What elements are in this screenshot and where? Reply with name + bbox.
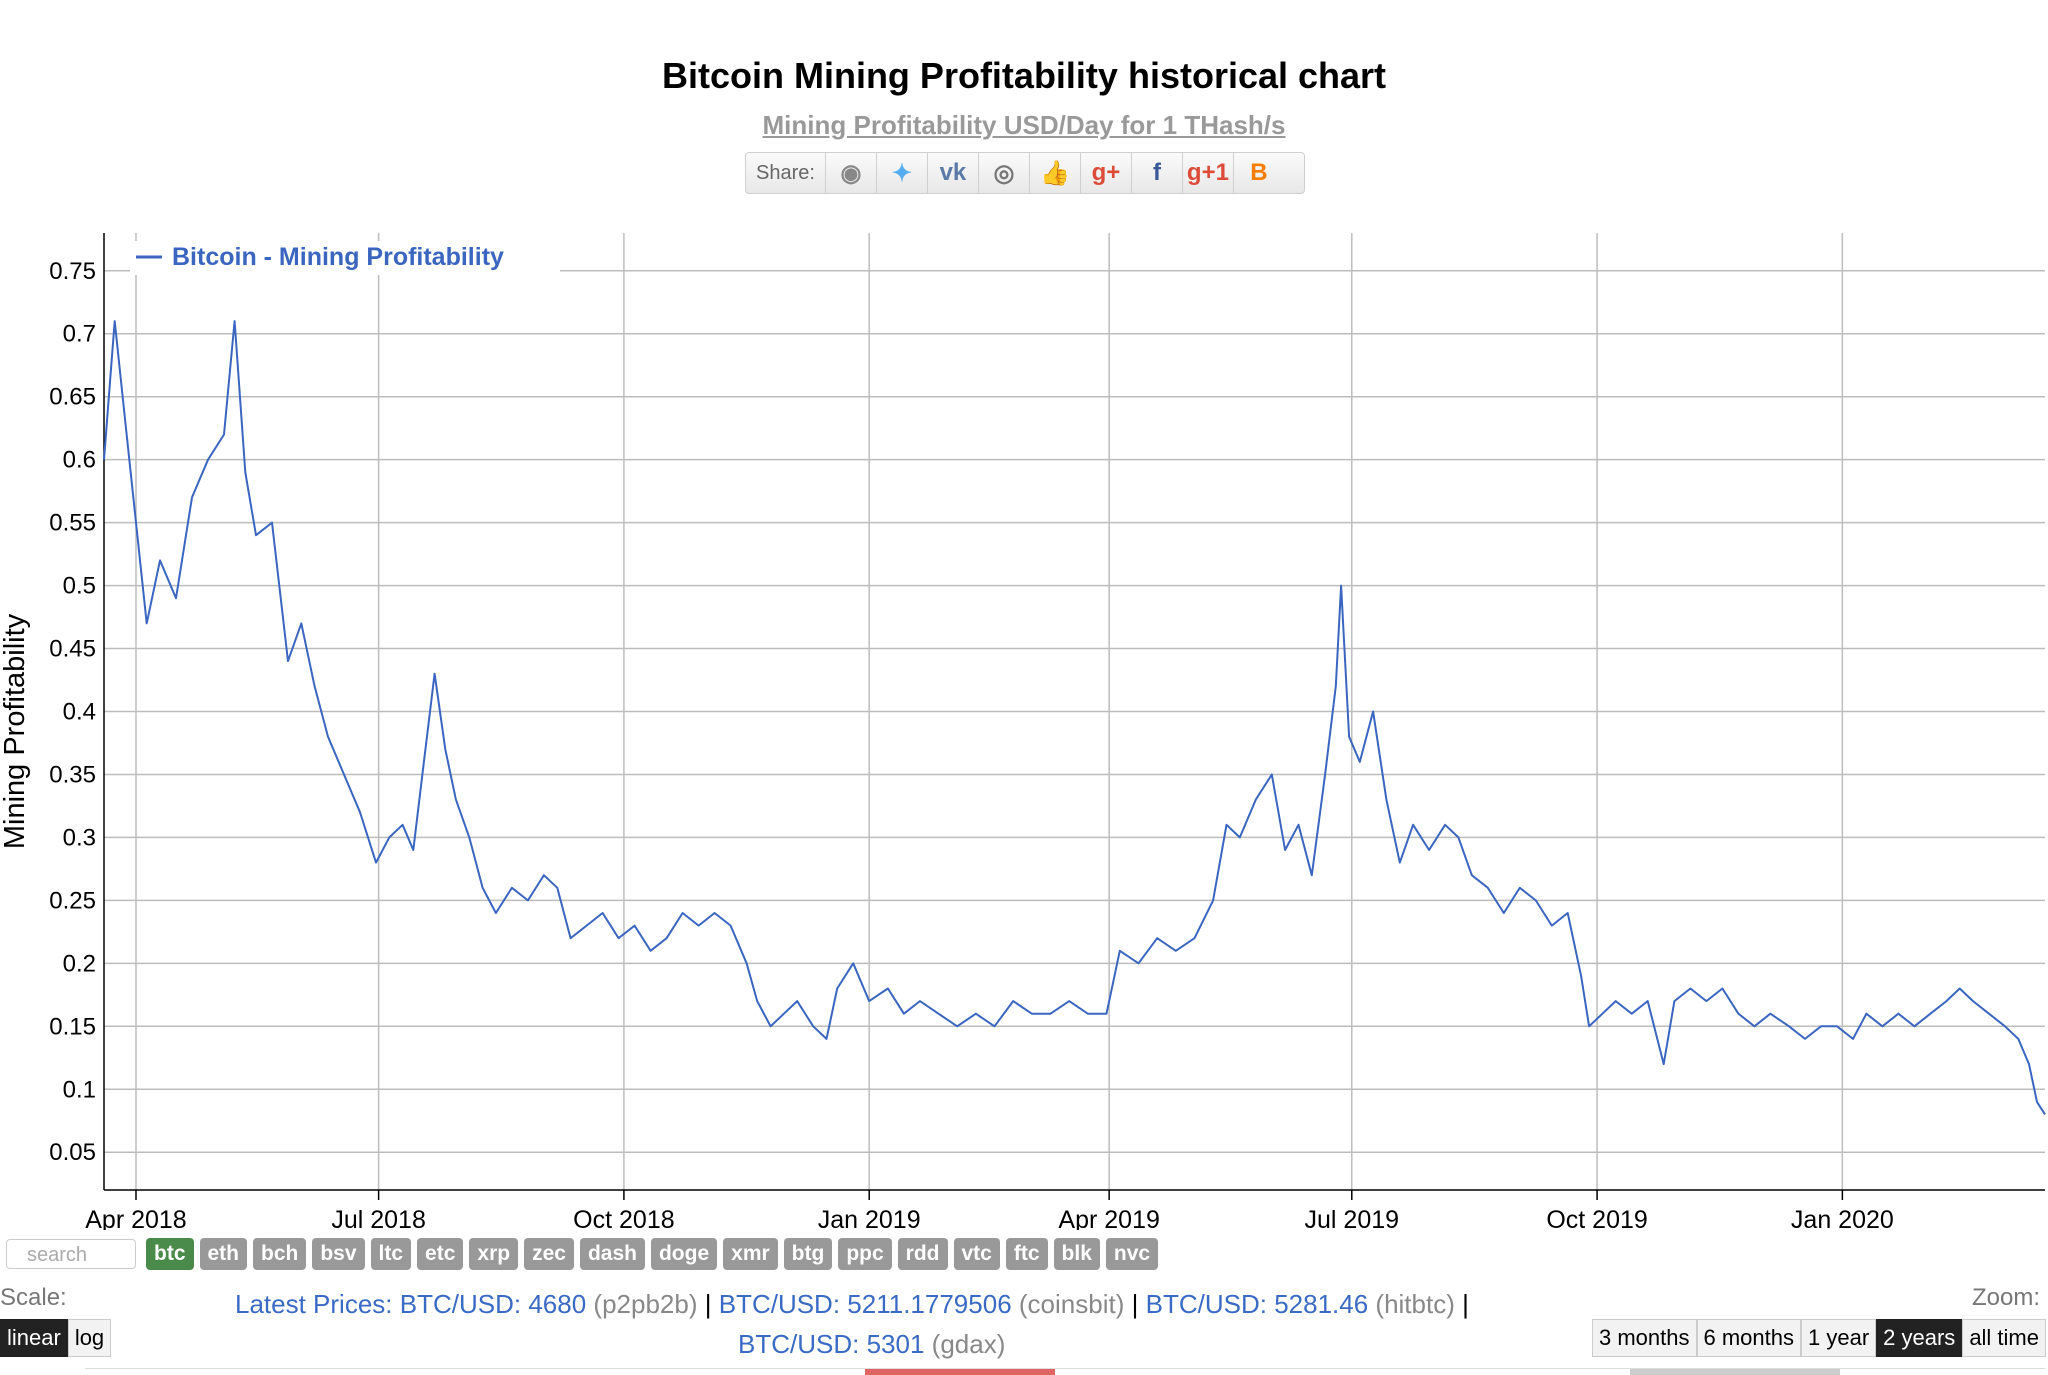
x-tick-label: Apr 2019	[1058, 1206, 1159, 1230]
google-plus-icon[interactable]: g+	[1081, 153, 1132, 193]
y-tick-label: 0.25	[49, 887, 96, 914]
coin-button-etc[interactable]: etc	[417, 1238, 464, 1270]
coin-button-rdd[interactable]: rdd	[897, 1238, 948, 1270]
x-tick-label: Jul 2018	[331, 1206, 426, 1230]
coin-button-xmr[interactable]: xmr	[723, 1238, 778, 1270]
y-tick-label: 0.05	[49, 1139, 96, 1166]
coin-button-xrp[interactable]: xrp	[469, 1238, 519, 1270]
scale-buttons: linear log	[0, 1319, 112, 1357]
x-tick-label: Jan 2019	[818, 1206, 921, 1230]
navigator-handle[interactable]	[1630, 1369, 1840, 1375]
google-plus-one-icon[interactable]: g+1	[1183, 153, 1234, 193]
zoom-button-2-years[interactable]: 2 years	[1876, 1319, 1963, 1357]
price-source-3: (hitbtc)	[1375, 1289, 1455, 1319]
x-tick-label: Jan 2020	[1791, 1206, 1894, 1230]
price-pair-3[interactable]: BTC/USD:	[1145, 1289, 1267, 1319]
coin-button-doge[interactable]: doge	[650, 1238, 718, 1270]
x-tick-label: Apr 2018	[85, 1206, 186, 1230]
y-tick-label: 0.6	[63, 447, 96, 474]
reddit-icon[interactable]: ◉	[826, 153, 877, 193]
search-input[interactable]: search	[6, 1239, 136, 1269]
page-title: Bitcoin Mining Profitability historical …	[661, 55, 1387, 96]
latest-prices: Latest Prices: BTC/USD: 4680 (p2pb2b) | …	[235, 1284, 1525, 1364]
y-tick-label: 0.1	[63, 1076, 96, 1103]
like-icon[interactable]: 👍	[1030, 153, 1081, 193]
coin-button-btg[interactable]: btg	[783, 1238, 833, 1270]
price-value-3[interactable]: 5281.46	[1274, 1289, 1369, 1319]
coin-button-btc[interactable]: btc	[146, 1238, 194, 1270]
y-tick-label: 0.45	[49, 636, 96, 663]
price-source-2: (coinsbit)	[1018, 1289, 1125, 1319]
y-tick-label: 0.4	[63, 699, 96, 726]
y-tick-label: 0.15	[49, 1013, 96, 1040]
coin-button-eth[interactable]: eth	[199, 1238, 247, 1270]
share-bar: Share: ◉ ✦ vk ◎ 👍 g+ f g+1 B	[745, 152, 1305, 194]
zoom-button-3-months[interactable]: 3 months	[1592, 1319, 1697, 1357]
price-separator: |	[704, 1289, 712, 1319]
price-pair-1[interactable]: BTC/USD:	[399, 1289, 522, 1319]
range-navigator[interactable]	[85, 1368, 2045, 1375]
coin-button-bsv[interactable]: bsv	[312, 1238, 365, 1270]
facebook-icon[interactable]: f	[1132, 153, 1183, 193]
coin-button-ppc[interactable]: ppc	[838, 1238, 892, 1270]
y-axis-label: Mining Profitability	[0, 613, 31, 849]
y-tick-label: 0.65	[49, 384, 96, 411]
price-separator: |	[1131, 1289, 1139, 1319]
y-tick-label: 0.75	[49, 258, 96, 285]
price-value-1[interactable]: 4680	[528, 1289, 587, 1319]
scale-label: Scale:	[0, 1284, 67, 1311]
price-pair-2[interactable]: BTC/USD:	[718, 1289, 841, 1319]
share-label: Share:	[746, 153, 826, 193]
y-tick-label: 0.7	[63, 321, 96, 348]
series-line-bitcoin[interactable]	[103, 320, 2046, 1115]
y-tick-label: 0.3	[63, 824, 96, 851]
x-tick-label: Oct 2019	[1546, 1206, 1647, 1230]
y-tick-label: 0.35	[49, 761, 96, 788]
x-tick-label: Jul 2019	[1305, 1206, 1400, 1230]
coin-button-blk[interactable]: blk	[1053, 1238, 1100, 1270]
weibo-icon[interactable]: ◎	[979, 153, 1030, 193]
coin-button-nvc[interactable]: nvc	[1105, 1238, 1159, 1270]
price-value-4[interactable]: 5301	[866, 1329, 925, 1359]
scale-button-linear[interactable]: linear	[0, 1319, 68, 1357]
price-source-4: (gdax)	[931, 1329, 1006, 1359]
page-subtitle[interactable]: Mining Profitability USD/Day for 1 THash…	[762, 110, 1286, 140]
vk-icon[interactable]: vk	[928, 153, 979, 193]
prices-label: Latest Prices:	[235, 1289, 393, 1319]
coin-button-ltc[interactable]: ltc	[370, 1238, 412, 1270]
navigator-highlight	[865, 1369, 1055, 1375]
coin-button-bch[interactable]: bch	[253, 1238, 307, 1270]
profitability-chart: 0.05 0.1 0.15 0.2 0.25 0.3 0.35 0.4 0.45 0.5 0.55 0…	[0, 233, 2046, 1230]
scale-button-log[interactable]: log	[67, 1319, 112, 1357]
legend-box	[130, 241, 560, 275]
y-tick-label: 0.2	[63, 950, 96, 977]
x-tick-label: Oct 2018	[573, 1206, 674, 1230]
coin-button-ftc[interactable]: ftc	[1005, 1238, 1048, 1270]
blogger-icon[interactable]: B	[1250, 159, 1268, 186]
twitter-icon[interactable]: ✦	[877, 153, 928, 193]
zoom-button-1-year[interactable]: 1 year	[1801, 1319, 1877, 1357]
price-source-1: (p2pb2b)	[593, 1289, 698, 1319]
price-separator: |	[1462, 1289, 1469, 1319]
price-pair-4[interactable]: BTC/USD:	[738, 1329, 860, 1359]
price-value-2[interactable]: 5211.1779506	[847, 1289, 1012, 1319]
zoom-button-all-time[interactable]: all time	[1962, 1319, 2046, 1357]
coin-button-vtc[interactable]: vtc	[953, 1238, 1000, 1270]
y-tick-label: 0.5	[63, 573, 96, 600]
zoom-button-6-months[interactable]: 6 months	[1696, 1319, 1801, 1357]
zoom-buttons: 3 months 6 months 1 year 2 years all time	[1592, 1319, 2046, 1357]
coin-button-zec[interactable]: zec	[524, 1238, 574, 1270]
legend-label[interactable]: Bitcoin - Mining Profitability	[172, 243, 504, 271]
zoom-label: Zoom:	[1971, 1284, 2040, 1311]
y-tick-label: 0.55	[49, 510, 96, 537]
coin-selector: search btc eth bch bsv ltc etc xrp zec dash doge x…	[6, 1238, 1159, 1270]
coin-button-dash[interactable]: dash	[579, 1238, 645, 1270]
